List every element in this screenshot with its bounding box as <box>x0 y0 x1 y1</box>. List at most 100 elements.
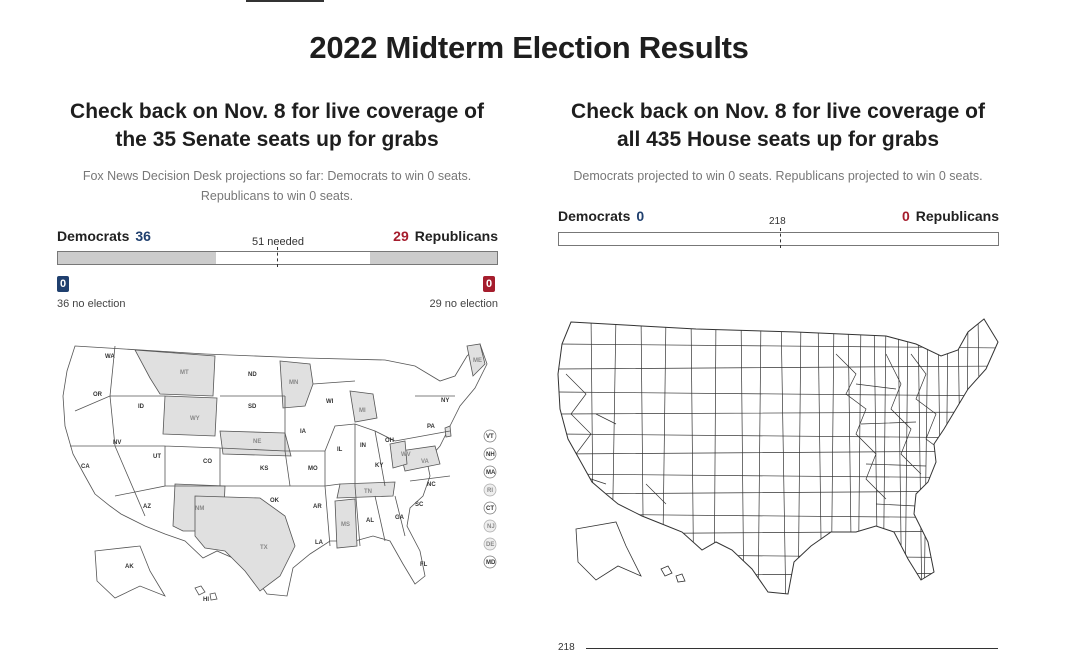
house-district-map <box>557 318 999 595</box>
label-pa: PA <box>427 424 436 430</box>
label-ne: NE <box>253 439 261 445</box>
house-tally: Democrats 0 218 0 Republicans <box>558 208 999 227</box>
house-dem-label: Democrats 0 <box>558 208 645 224</box>
state-mn <box>279 360 314 409</box>
state-tx <box>194 495 296 592</box>
house-dem-count: 0 <box>636 208 645 224</box>
district-lines-dense-west <box>565 373 667 505</box>
label-il: IL <box>337 447 343 453</box>
svg-text:CT: CT <box>486 506 494 512</box>
label-tx: TX <box>260 545 268 551</box>
label-ia: IA <box>300 429 307 435</box>
state-me <box>466 343 486 377</box>
senate-majority-marker <box>277 247 278 267</box>
badge-vt: VT <box>483 429 497 443</box>
house-heading: Check back on Nov. 8 for live coverage o… <box>540 98 1016 154</box>
house-needed-label: 218 <box>769 216 786 227</box>
house-rep-label: 0 Republicans <box>901 208 999 224</box>
label-in: IN <box>360 443 366 449</box>
house-districts <box>558 319 998 594</box>
label-nc: NC <box>427 482 436 488</box>
label-oh: OH <box>385 438 394 444</box>
state-hi <box>194 585 218 601</box>
senate-map-shapes <box>62 343 488 601</box>
state-ms <box>334 498 358 549</box>
badge-nj: NJ <box>483 519 497 533</box>
house-sub-line1: Democrats projected to win 0 seats. Repu… <box>573 169 983 183</box>
district-lines-vertical <box>590 319 983 594</box>
label-ok: OK <box>270 498 280 504</box>
badge-nh: NH <box>483 447 497 461</box>
label-la: LA <box>315 540 324 546</box>
state-tn <box>336 481 396 499</box>
senate-heading-line1: Check back on Nov. 8 for live coverage o… <box>70 100 484 123</box>
state-borders <box>70 345 455 547</box>
label-ar: AR <box>313 504 322 510</box>
label-ky: KY <box>375 463 383 469</box>
senate-rep-label: 29 Republicans <box>393 228 498 244</box>
label-va: VA <box>421 459 430 465</box>
svg-text:MA: MA <box>486 470 496 476</box>
senate-map: WA OR CA NV ID MT WY UT AZ CO NM ND SD N… <box>62 343 497 603</box>
us-house-outline <box>557 318 999 595</box>
badge-ma: MA <box>483 465 497 479</box>
state-ak <box>94 545 166 599</box>
svg-text:DE: DE <box>486 542 494 548</box>
senate-dem-no-election: 36 no election <box>57 298 126 310</box>
label-nd: ND <box>248 372 257 378</box>
label-ks: KS <box>260 466 268 472</box>
badge-ct: CT <box>483 501 497 515</box>
label-mn: MN <box>289 380 298 386</box>
label-mo: MO <box>308 466 318 472</box>
state-wv <box>389 440 408 469</box>
senate-sub-line1: Fox News Decision Desk projections so fa… <box>82 169 472 183</box>
house-rep-count: 0 <box>901 208 910 224</box>
label-wi: WI <box>326 399 334 405</box>
label-or: OR <box>93 392 103 398</box>
senate-rep-count: 29 <box>393 228 409 244</box>
senate-tally: Democrats 36 51 needed 29 Republicans <box>57 228 498 248</box>
senate-dem-count: 36 <box>135 228 151 244</box>
state-wy <box>162 395 218 437</box>
label-co: CO <box>203 459 212 465</box>
page-title: 2022 Midterm Election Results <box>309 30 749 65</box>
label-fl: FL <box>420 562 428 568</box>
senate-rep-projected-badge: 0 <box>483 276 495 292</box>
house-seat-bar <box>558 228 999 248</box>
house-bottom-rule <box>586 648 998 649</box>
label-ak: AK <box>125 564 134 570</box>
state-mi <box>349 390 378 423</box>
label-ms: MS <box>341 522 350 528</box>
label-id: ID <box>138 404 145 410</box>
senate-dem-projected-badge: 0 <box>57 276 69 292</box>
label-ut: UT <box>153 454 161 460</box>
label-ca: CA <box>81 464 90 470</box>
senate-rep-no-election: 29 no election <box>429 298 499 310</box>
svg-text:MD: MD <box>486 560 496 566</box>
senate-map-labels: WA OR CA NV ID MT WY UT AZ CO NM ND SD N… <box>81 354 482 603</box>
label-wy: WY <box>190 416 200 422</box>
senate-sub-line2: Republicans to win 0 seats. <box>200 189 354 203</box>
state-ne <box>219 430 292 457</box>
small-state-badges: VT NH MA RI CT NJ DE MD <box>483 429 497 569</box>
top-rule <box>246 0 324 2</box>
svg-text:VT: VT <box>486 434 494 440</box>
house-bottom-marker-label: 218 <box>558 642 575 653</box>
label-sc: SC <box>415 502 424 508</box>
house-heading-line1: Check back on Nov. 8 for live coverage o… <box>571 100 985 123</box>
senate-subtitle: Fox News Decision Desk projections so fa… <box>40 166 514 206</box>
label-sd: SD <box>248 404 257 410</box>
label-az: AZ <box>143 504 151 510</box>
label-tn: TN <box>364 489 372 495</box>
label-nm: NM <box>195 506 204 512</box>
district-lines-horizontal <box>558 343 998 577</box>
label-ga: GA <box>395 515 405 521</box>
alaska-districts <box>575 521 642 581</box>
senate-needed-label: 51 needed <box>252 236 304 248</box>
svg-text:NJ: NJ <box>487 524 495 530</box>
senate-dem-label: Democrats 36 <box>57 228 151 244</box>
badge-md: MD <box>483 555 497 569</box>
house-majority-marker <box>780 228 781 248</box>
senate-panel: Check back on Nov. 8 for live coverage o… <box>40 98 514 310</box>
senate-dem-segment <box>58 252 216 264</box>
